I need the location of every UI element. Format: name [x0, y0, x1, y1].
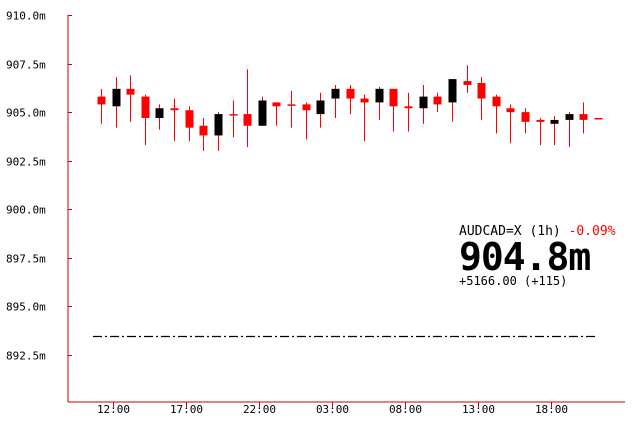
candle: [448, 79, 457, 122]
candle: [594, 117, 603, 120]
candle: [389, 88, 398, 132]
candle-body: [521, 112, 530, 122]
candle-body: [433, 96, 442, 105]
candle-body: [272, 102, 281, 107]
candle-body: [214, 114, 223, 136]
candle: [229, 100, 238, 138]
candle: [506, 104, 515, 144]
x-tick-label: 22:00: [243, 403, 276, 416]
candle: [316, 92, 325, 128]
candle-body: [316, 100, 325, 115]
candle: [258, 96, 267, 126]
candle: [126, 75, 135, 122]
candle: [433, 92, 442, 113]
candle-body: [302, 104, 311, 111]
candle: [243, 69, 252, 148]
candle-body: [126, 88, 135, 95]
x-tick-label: 03:00: [316, 403, 349, 416]
y-tick-label: 907.5m: [6, 59, 46, 72]
candle-body: [550, 119, 559, 124]
candle: [214, 112, 223, 151]
candle-body: [360, 98, 369, 103]
candle-body: [287, 104, 296, 106]
candle: [565, 112, 574, 148]
candle: [170, 98, 179, 142]
candle-body: [389, 88, 398, 107]
y-tick-label: 910.0m: [6, 10, 46, 23]
candle-body: [229, 114, 238, 116]
volume-change: +5166.00 (+115): [459, 274, 568, 288]
candle-body: [579, 114, 588, 120]
candle: [287, 90, 296, 128]
y-tick-label: 900.0m: [6, 204, 46, 217]
candle-body: [477, 83, 486, 99]
candle: [97, 88, 106, 124]
candle-body: [331, 88, 340, 99]
candle-body: [185, 110, 194, 128]
x-tick-label: 13:00: [462, 403, 495, 416]
candle: [419, 84, 428, 124]
candle: [360, 94, 369, 142]
candle: [550, 116, 559, 146]
candle-body: [375, 88, 384, 103]
candle-body: [463, 81, 472, 85]
candle-body: [170, 108, 179, 111]
candle: [141, 94, 150, 146]
candle: [521, 108, 530, 134]
x-axis-ticks: 12:00 17:00 22:00 03:00 08:00 13:00 18:00: [97, 402, 568, 416]
candle: [404, 92, 413, 132]
candle: [477, 77, 486, 120]
chart-axes: [67, 15, 625, 403]
candle: [112, 77, 121, 128]
x-tick-label: 17:00: [170, 403, 203, 416]
candle-body: [243, 114, 252, 126]
x-tick-label: 08:00: [389, 403, 422, 416]
x-tick-label: 18:00: [535, 403, 568, 416]
candle: [536, 117, 545, 146]
candles-group: [97, 65, 603, 151]
candle-body: [419, 96, 428, 109]
candle-body: [506, 108, 515, 113]
ticker-info-panel: AUDCAD=X (1h) -0.09% 904.8m +5166.00 (+1…: [459, 224, 637, 288]
candle: [579, 102, 588, 134]
candle: [375, 86, 384, 120]
candle-body: [155, 108, 164, 118]
candle-body: [492, 96, 501, 107]
candle: [346, 84, 355, 115]
symbol-label: AUDCAD=X (1h): [459, 224, 561, 239]
y-tick-label: 902.5m: [6, 156, 46, 169]
candle: [155, 104, 164, 130]
candle: [302, 102, 311, 140]
candle: [492, 94, 501, 134]
candle-body: [199, 125, 208, 136]
y-tick-label: 895.0m: [6, 301, 46, 314]
y-tick-label: 905.0m: [6, 107, 46, 120]
candle-body: [536, 119, 545, 122]
ticker-header: AUDCAD=X (1h) -0.09%: [459, 224, 637, 240]
x-tick-label: 12:00: [97, 403, 130, 416]
y-tick-label: 897.5m: [6, 253, 46, 266]
candle: [199, 117, 208, 151]
candle: [272, 102, 281, 126]
y-tick-label: 892.5m: [6, 350, 46, 363]
candle-body: [346, 88, 355, 99]
candle-body: [112, 88, 121, 107]
change-percent: -0.09%: [568, 224, 616, 239]
candle-body: [258, 100, 267, 126]
candle: [185, 106, 194, 142]
candle-body: [97, 96, 106, 105]
candle-body: [404, 106, 413, 109]
candle: [463, 65, 472, 93]
candle-body: [594, 117, 603, 120]
candle-body: [565, 114, 574, 120]
candle: [331, 84, 340, 118]
candle-body: [448, 79, 457, 103]
y-axis-ticks: 910.0m 907.5m 905.0m 902.5m 900.0m 897.5m 895.…: [6, 10, 72, 363]
last-price: 904.8m: [459, 235, 591, 279]
candle-body: [141, 96, 150, 118]
